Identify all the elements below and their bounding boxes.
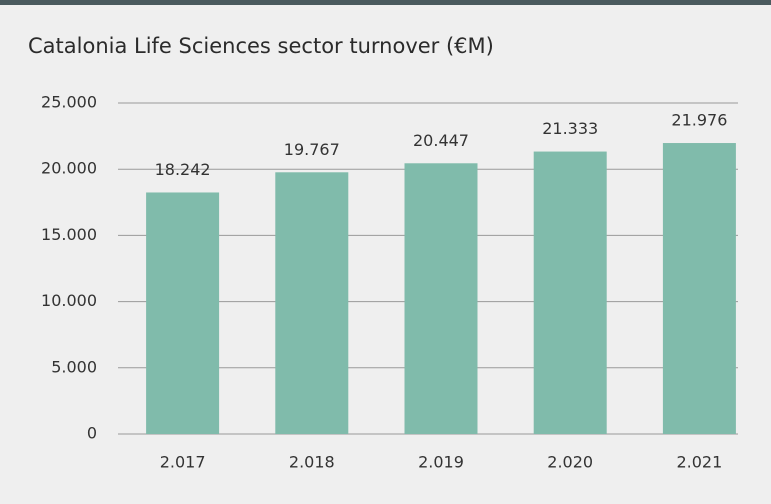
y-tick-label: 25.000: [41, 93, 97, 112]
value-label: 19.767: [284, 140, 340, 159]
x-tick-label: 2.021: [676, 453, 722, 472]
x-tick-label: 2.019: [418, 453, 464, 472]
value-label: 21.976: [671, 111, 727, 130]
y-tick-label: 0: [87, 424, 97, 443]
bar: [662, 143, 736, 434]
top-bar: [0, 0, 771, 5]
value-label: 18.242: [155, 160, 211, 179]
bar: [146, 192, 220, 434]
value-label: 21.333: [542, 119, 598, 138]
y-tick-label: 10.000: [41, 291, 97, 310]
x-tick-label: 2.020: [547, 453, 593, 472]
y-tick-label: 20.000: [41, 159, 97, 178]
chart-title: Catalonia Life Sciences sector turnover …: [28, 34, 494, 58]
bar: [275, 172, 349, 435]
y-tick-label: 15.000: [41, 225, 97, 244]
bar: [404, 163, 478, 434]
y-tick-label: 5.000: [51, 357, 97, 376]
x-tick-label: 2.018: [289, 453, 335, 472]
value-label: 20.447: [413, 131, 469, 150]
x-tick-label: 2.017: [160, 453, 206, 472]
bar: [533, 151, 607, 434]
